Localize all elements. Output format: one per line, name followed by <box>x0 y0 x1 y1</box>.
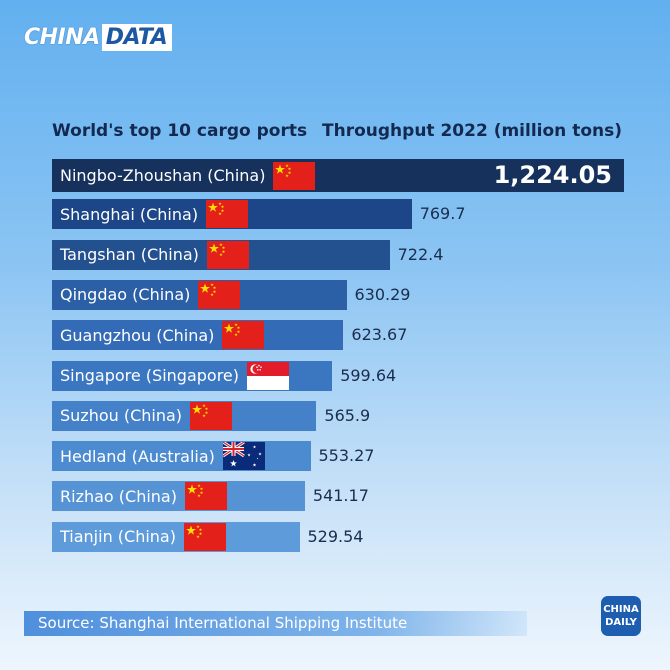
category-label: Tianjin (China) <box>60 527 176 547</box>
singapore-flag-icon <box>247 361 290 390</box>
china-flag-icon <box>206 240 249 269</box>
category-label: Rizhao (China) <box>60 486 177 506</box>
china-flag-icon <box>222 321 265 350</box>
china-flag-icon <box>183 522 226 551</box>
category-label: Suzhou (China) <box>60 406 183 426</box>
source-note: Source: Shanghai International Shipping … <box>24 611 527 636</box>
china-flag-icon <box>190 401 233 430</box>
bar: Tangshan (China) <box>52 239 390 270</box>
china-flag-icon <box>206 200 249 229</box>
category-label: Hedland (Australia) <box>60 446 215 466</box>
category-label: Tangshan (China) <box>60 245 199 265</box>
data-label: 630.29 <box>354 284 411 304</box>
australia-flag-icon <box>222 442 265 471</box>
logo-line1: CHINA <box>603 604 639 615</box>
data-label: 769.7 <box>419 204 466 224</box>
bar: Ningbo-Zhoushan (China) <box>52 159 624 192</box>
bar: Rizhao (China) <box>52 481 305 512</box>
brand-part1: CHINA <box>24 25 100 50</box>
bar: Guangzhou (China) <box>52 320 344 351</box>
data-label: 553.27 <box>318 446 375 466</box>
china-data-brand: CHINA DATA <box>24 24 173 51</box>
bar: Hedland (Australia) <box>52 441 311 472</box>
bar: Suzhou (China) <box>52 400 317 431</box>
bar: Singapore (Singapore) <box>52 360 333 391</box>
china-flag-icon <box>184 482 227 511</box>
brand-part2: DATA <box>101 24 173 51</box>
data-label: 722.4 <box>397 244 444 264</box>
data-label: 565.9 <box>324 405 371 425</box>
data-label: 1,224.05 <box>493 161 612 189</box>
china-flag-icon <box>198 280 241 309</box>
category-label: Shanghai (China) <box>60 204 199 224</box>
logo-line2: DAILY <box>605 617 637 628</box>
data-label: 599.64 <box>340 365 397 385</box>
bar: Qingdao (China) <box>52 279 347 310</box>
value-axis-title: Throughput 2022 (million tons) <box>322 121 622 141</box>
data-label: 529.54 <box>307 526 364 546</box>
category-label: Qingdao (China) <box>60 285 191 305</box>
chart-title: World's top 10 cargo ports <box>52 121 308 141</box>
bar: Tianjin (China) <box>52 521 300 552</box>
china-daily-logo: CHINA DAILY <box>601 596 641 636</box>
data-label: 623.67 <box>351 325 408 345</box>
china-flag-icon <box>273 161 316 190</box>
data-label: 541.17 <box>312 486 369 506</box>
bar: Shanghai (China) <box>52 199 412 230</box>
category-label: Singapore (Singapore) <box>60 366 240 385</box>
category-label: Guangzhou (China) <box>60 325 215 345</box>
category-label: Ningbo-Zhoushan (China) <box>60 166 266 185</box>
